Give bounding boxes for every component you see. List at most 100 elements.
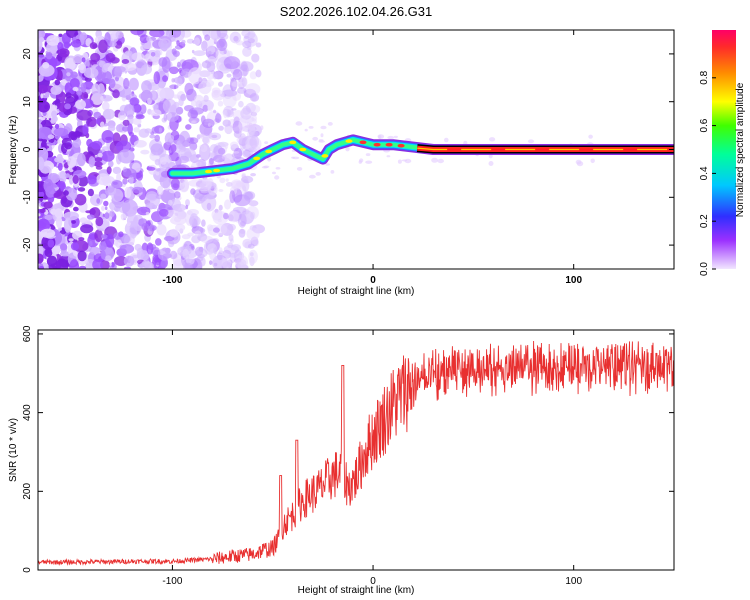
noise-speckle	[54, 208, 63, 219]
y-tick-label: 600	[22, 325, 33, 342]
noise-speckle	[93, 161, 103, 167]
noise-speckle	[188, 67, 203, 85]
noise-speckle	[238, 118, 247, 132]
noise-speckle	[128, 131, 134, 137]
noise-speckle	[123, 77, 130, 90]
noise-speckle	[169, 66, 179, 75]
noise-speckle	[99, 241, 107, 251]
noise-speckle	[65, 187, 78, 201]
noise-speckle	[132, 254, 138, 259]
faint-speckle	[488, 161, 494, 166]
noise-speckle	[141, 80, 152, 93]
noise-speckle	[219, 177, 226, 184]
noise-speckle	[223, 109, 228, 119]
noise-speckle	[50, 117, 56, 124]
noise-speckle	[155, 194, 164, 200]
noise-speckle	[242, 46, 252, 57]
noise-speckle	[44, 248, 53, 258]
noise-speckle	[81, 57, 86, 63]
noise-speckle	[158, 127, 163, 133]
noise-speckle	[59, 243, 68, 251]
noise-speckle	[250, 173, 256, 177]
noise-speckle	[174, 191, 181, 199]
noise-speckle	[57, 162, 63, 171]
noise-speckle	[38, 64, 55, 77]
noise-speckle	[97, 83, 105, 96]
faint-speckle	[191, 120, 197, 124]
noise-speckle	[122, 119, 130, 127]
faint-speckle	[320, 133, 324, 138]
noise-speckle	[251, 115, 257, 122]
noise-speckle	[123, 104, 135, 118]
noise-speckle	[122, 168, 137, 178]
noise-speckle	[172, 94, 180, 99]
noise-speckle	[141, 222, 150, 231]
noise-speckle	[50, 85, 62, 95]
noise-speckle	[217, 252, 223, 261]
noise-speckle	[64, 103, 71, 110]
noise-speckle	[140, 44, 147, 51]
y-tick-label: -10	[22, 190, 33, 205]
faint-speckle	[327, 122, 333, 126]
faint-speckle	[312, 136, 319, 141]
spectrogram-x-label: Height of straight line (km)	[298, 286, 415, 297]
noise-speckle	[218, 189, 224, 192]
faint-speckle	[489, 137, 496, 142]
noise-speckle	[160, 259, 168, 268]
noise-speckle	[72, 86, 79, 92]
noise-speckle	[140, 149, 150, 155]
noise-speckle	[121, 59, 130, 64]
noise-speckle	[225, 178, 229, 182]
noise-speckle	[65, 92, 72, 99]
colorbar-tick-label: 0.2	[699, 214, 710, 228]
faint-speckle	[387, 135, 395, 140]
noise-speckle	[38, 100, 50, 113]
noise-speckle	[216, 112, 220, 120]
noise-speckle	[74, 32, 79, 36]
noise-speckle	[146, 166, 156, 171]
noise-speckle	[207, 103, 214, 112]
noise-speckle	[111, 261, 115, 268]
snr-plot: -100 0 100 0 200 400 600 Height of straight li…	[8, 325, 675, 596]
noise-speckle	[154, 134, 160, 142]
noise-speckle	[124, 50, 133, 56]
faint-speckle	[296, 167, 303, 171]
noise-speckle	[107, 185, 115, 193]
noise-speckle	[66, 72, 71, 77]
noise-speckle	[229, 31, 242, 44]
noise-speckle	[71, 220, 76, 224]
noise-speckle	[119, 244, 135, 254]
colorbar-tick-label: 0.6	[699, 118, 710, 132]
noise-speckle	[185, 124, 192, 130]
noise-speckle	[158, 208, 169, 217]
noise-speckle	[194, 246, 204, 257]
noise-speckle	[227, 242, 234, 249]
faint-speckle	[264, 141, 269, 145]
noise-speckle	[158, 38, 172, 50]
noise-speckle	[38, 213, 41, 217]
noise-speckle	[64, 57, 76, 71]
noise-speckle	[223, 56, 241, 70]
noise-speckle	[105, 233, 115, 248]
ridge-peak	[213, 168, 221, 173]
faint-speckle	[365, 153, 371, 157]
x-tick-label: 100	[565, 576, 582, 587]
noise-speckle	[79, 217, 88, 224]
y-tick-label: 10	[22, 96, 33, 108]
noise-speckle	[175, 106, 184, 115]
snr-data	[38, 340, 674, 566]
noise-speckle	[101, 234, 108, 239]
noise-speckle	[123, 255, 135, 267]
noise-speckle	[104, 212, 110, 220]
faint-speckle	[292, 156, 300, 160]
noise-speckle	[202, 104, 209, 112]
noise-speckle	[88, 240, 93, 247]
noise-speckle	[247, 243, 255, 249]
ridge-peak	[299, 147, 307, 152]
noise-speckle	[72, 175, 79, 184]
noise-speckle	[54, 79, 61, 86]
noise-speckle	[213, 247, 218, 255]
noise-speckle	[75, 99, 86, 110]
faint-speckle	[527, 139, 535, 144]
